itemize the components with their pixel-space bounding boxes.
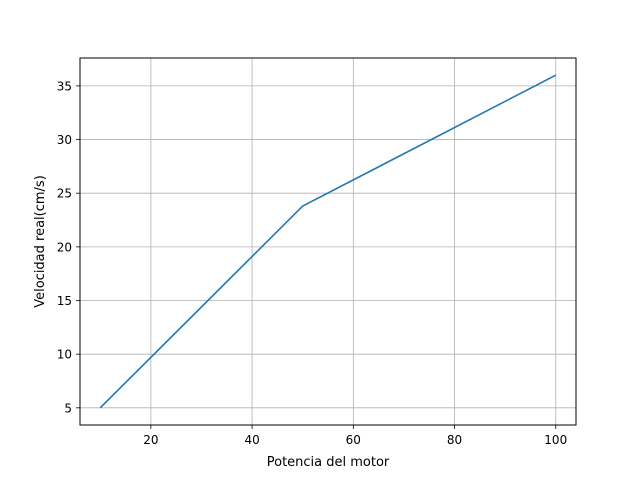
y-tick-label: 20 <box>57 240 72 254</box>
x-tick-label: 20 <box>143 433 158 447</box>
y-tick-label: 10 <box>57 348 72 362</box>
x-tick-label: 80 <box>447 433 462 447</box>
x-tick-label: 100 <box>544 433 567 447</box>
y-tick-label: 35 <box>57 79 72 93</box>
tick-marks <box>76 85 557 429</box>
x-tick-label: 60 <box>346 433 361 447</box>
grid-lines <box>80 58 576 425</box>
y-tick-label: 15 <box>57 294 72 308</box>
y-axis-label: Velocidad real(cm/s) <box>33 175 48 308</box>
y-tick-label: 5 <box>64 401 72 415</box>
series-line <box>99 74 557 409</box>
y-tick-label: 25 <box>57 187 72 201</box>
y-tick-label: 30 <box>57 133 72 147</box>
x-tick-label: 40 <box>244 433 259 447</box>
plot-frame <box>79 57 577 426</box>
x-axis-label: Potencia del motor <box>267 455 390 470</box>
series-layer <box>99 74 557 409</box>
tick-labels: 20 40 60 80 100 5 10 15 20 25 30 35 <box>57 79 567 447</box>
